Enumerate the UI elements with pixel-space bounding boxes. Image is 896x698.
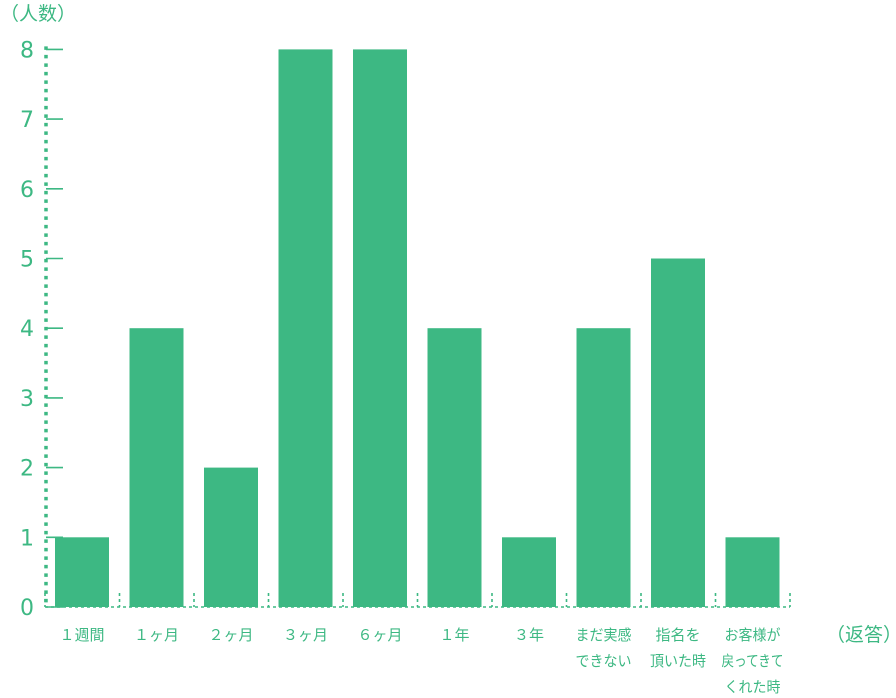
y-tick-label: 4 (20, 317, 34, 342)
y-ticks-group: 0 1 2 3 4 5 6 7 8 (20, 38, 63, 621)
x-tick-label-line: 指名を (655, 626, 700, 644)
x-tick-label-line: １週間 (59, 626, 104, 644)
bar (353, 49, 407, 607)
x-ticks-group: １週間 １ヶ月 ２ヶ月 ３ヶ月 ６ヶ月 １年 ３年 まだ実感できない指名を頂いた時お客様が戻っ… (59, 626, 783, 696)
bar (651, 258, 705, 607)
x-tick-label-line: ６ヶ月 (357, 626, 402, 644)
x-tick-label-line: １年 (439, 626, 469, 644)
y-tick-label: 0 (20, 596, 34, 621)
y-tick-label: 5 (20, 248, 34, 273)
bar (55, 537, 109, 607)
bar (278, 49, 333, 607)
y-tick-label: 3 (20, 387, 34, 412)
y-tick-label: 8 (20, 38, 34, 63)
x-tick-label: １ヶ月 (134, 626, 179, 644)
bar (129, 328, 184, 607)
bar (427, 328, 482, 607)
y-tick-label: 1 (20, 526, 34, 551)
y-tick-label: 6 (20, 178, 34, 203)
x-tick-label-line: ２ヶ月 (208, 626, 253, 644)
bar (576, 328, 631, 607)
x-axis-title: （返答） (826, 624, 896, 646)
x-tick-label: １週間 (59, 626, 104, 644)
x-tick-label-line: １ヶ月 (134, 626, 179, 644)
x-tick-label: ３年 (514, 626, 544, 644)
x-tick-label: ６ヶ月 (357, 626, 402, 644)
y-tick-label: 7 (20, 108, 34, 133)
y-tick-label: 2 (20, 457, 34, 482)
x-tick-label-line: 頂いた時 (650, 652, 706, 670)
axes-group (44, 46, 791, 608)
x-tick-label-line: ３ヶ月 (283, 626, 328, 644)
x-tick-label: ３ヶ月 (283, 626, 328, 644)
bar (502, 537, 556, 607)
y-axis-title: （人数） (0, 3, 76, 25)
bar (725, 537, 780, 607)
bars-group (55, 49, 780, 607)
x-tick-label-line: くれた時 (725, 678, 781, 696)
bar (204, 467, 258, 607)
x-tick-label: １年 (439, 626, 469, 644)
x-tick-label-line: 戻ってきて (722, 652, 784, 670)
x-tick-label-line: できない (576, 652, 632, 670)
x-tick-label-line: まだ実感 (576, 626, 632, 644)
x-tick-label-line: お客様が (725, 626, 781, 644)
x-tick-label: ２ヶ月 (208, 626, 253, 644)
x-tick-label-line: ３年 (514, 626, 544, 644)
